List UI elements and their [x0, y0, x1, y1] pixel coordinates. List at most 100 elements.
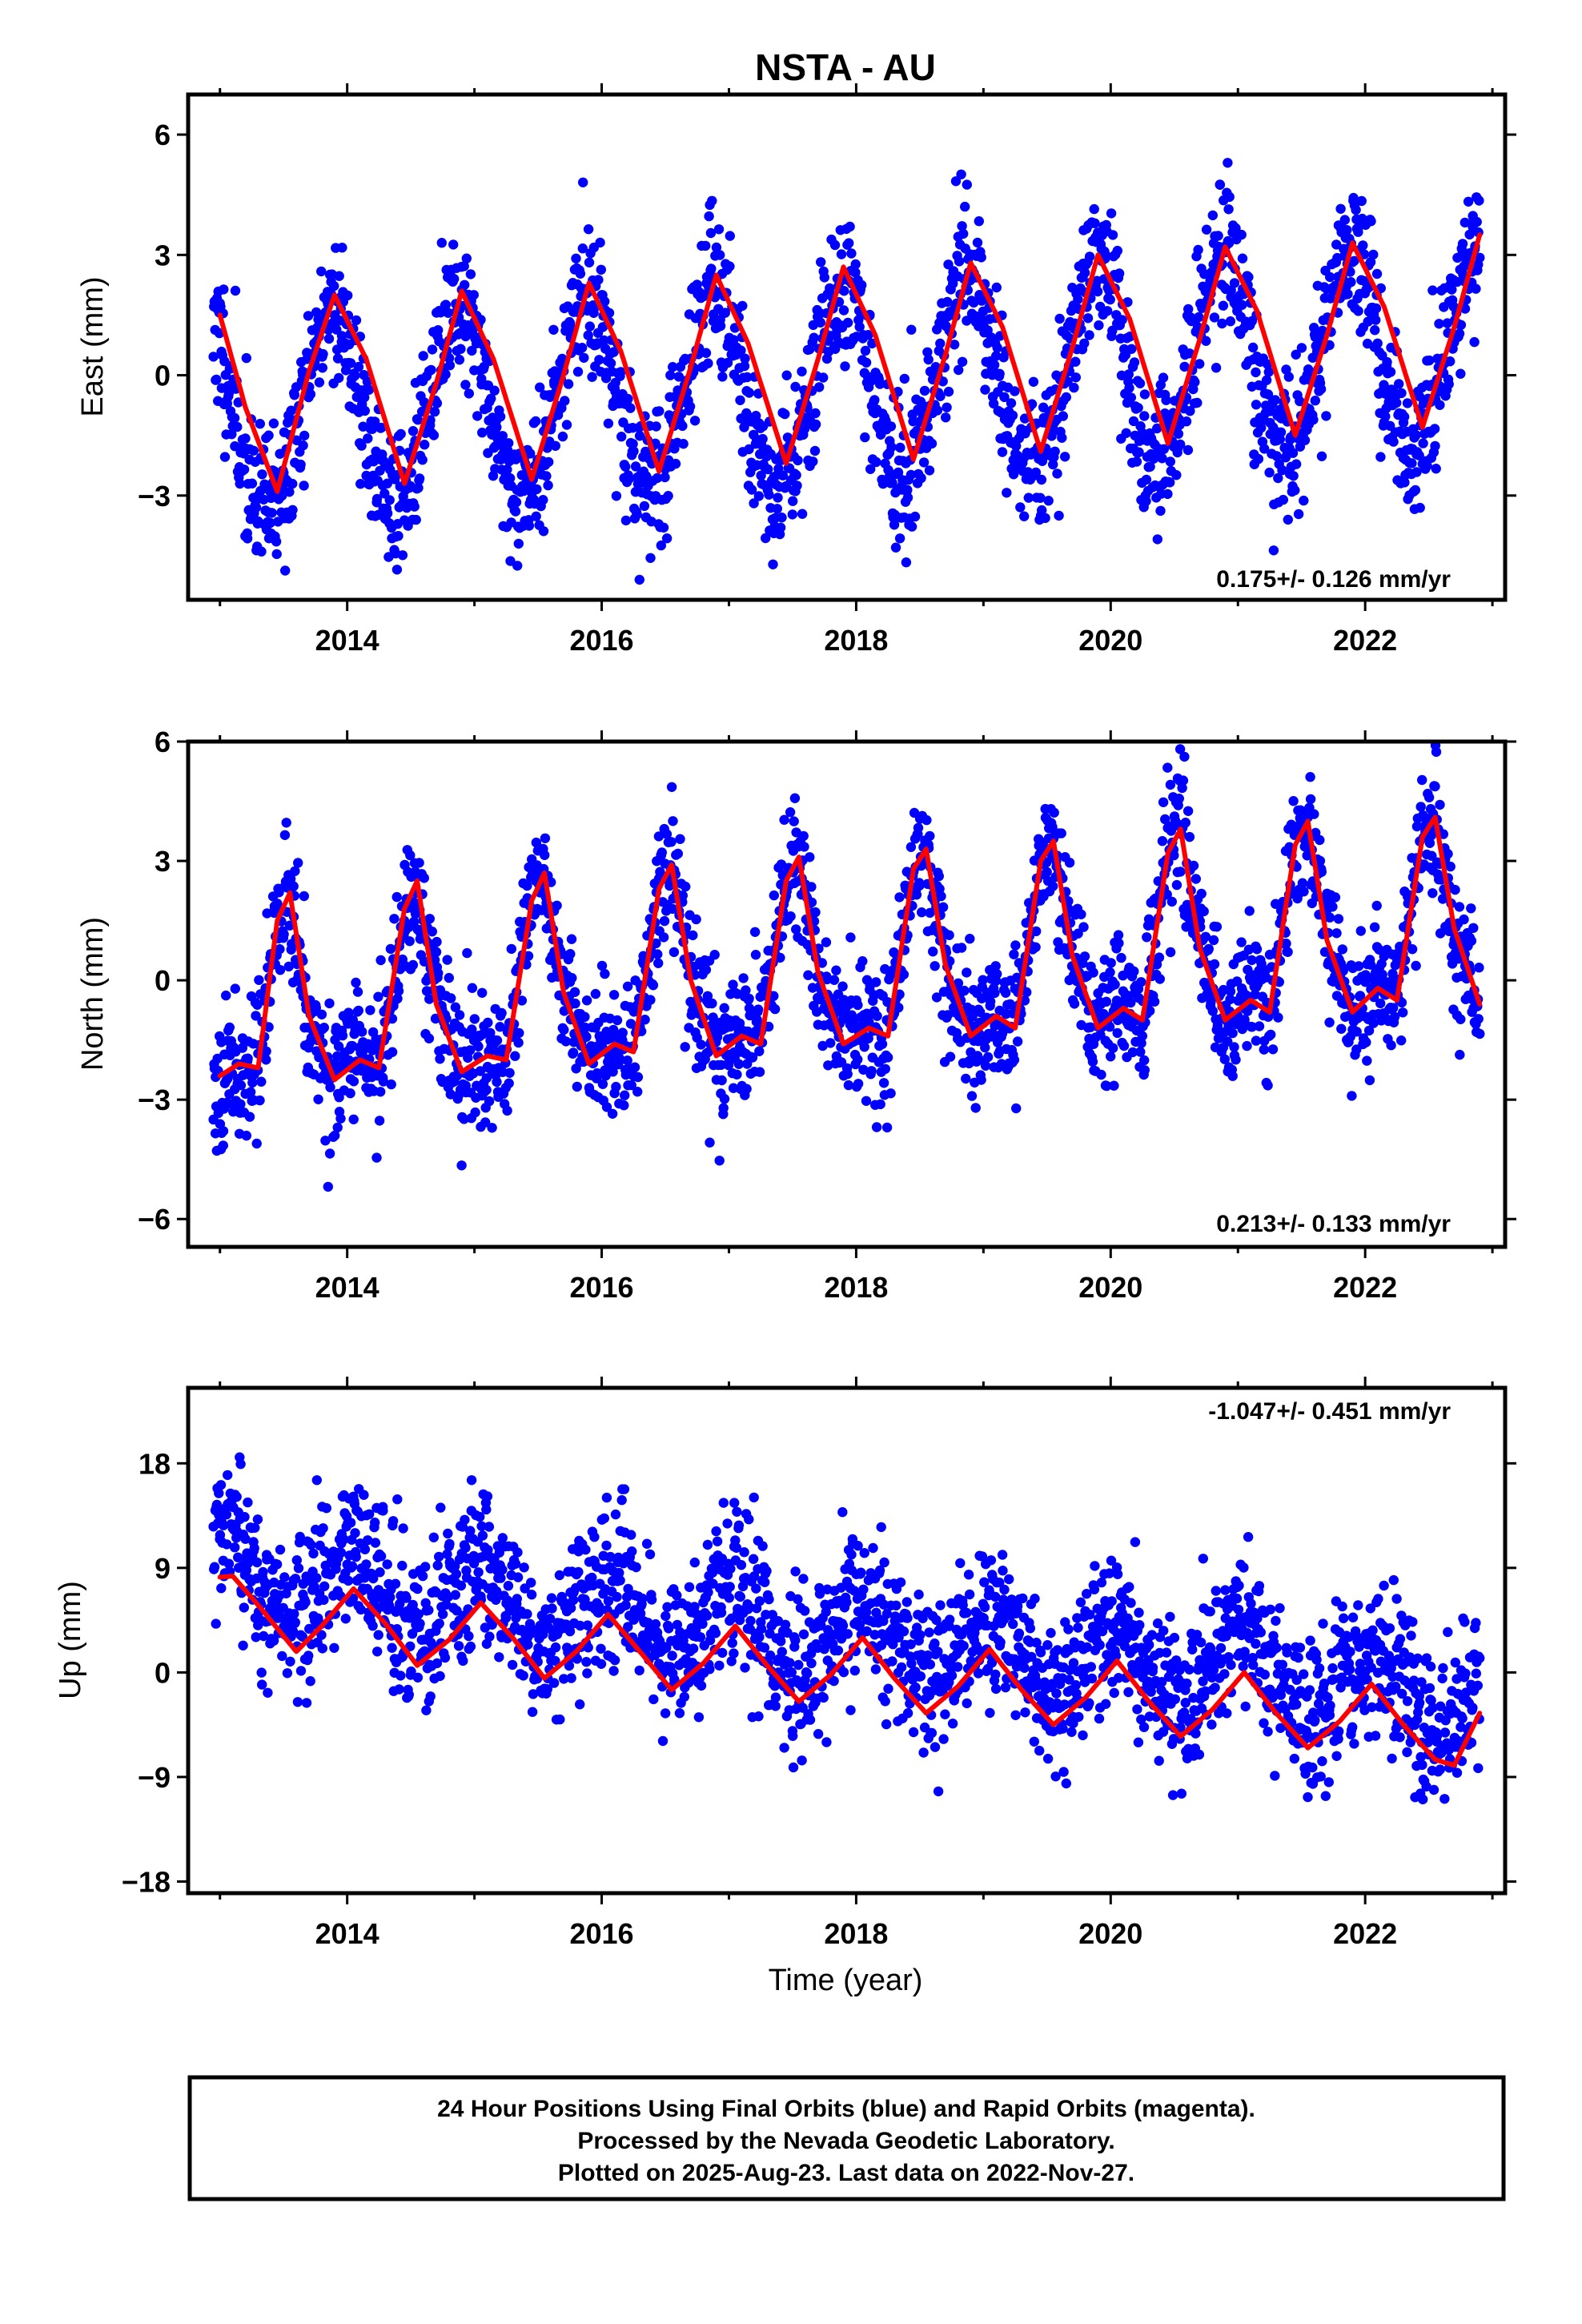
east-data-point: [1447, 284, 1457, 295]
east-points: [208, 158, 1485, 585]
east-data-point: [850, 259, 861, 270]
east-data-point: [427, 344, 438, 355]
east-data-point: [1019, 511, 1030, 521]
east-data-point: [976, 252, 986, 263]
north-data-point: [1069, 999, 1080, 1009]
up-data-point: [256, 1667, 267, 1678]
north-data-point: [1364, 1075, 1375, 1086]
north-data-point: [1101, 996, 1112, 1007]
east-data-point: [658, 522, 669, 533]
north-data-point: [279, 929, 289, 939]
east-data-point: [363, 433, 373, 444]
east-data-point: [600, 296, 610, 307]
east-data-point: [1365, 257, 1376, 267]
north-data-point: [1365, 959, 1376, 970]
east-data-point: [397, 550, 408, 561]
north-data-point: [885, 1088, 896, 1099]
north-data-point: [567, 973, 577, 983]
north-data-point: [263, 1022, 274, 1032]
east-data-point: [459, 261, 469, 271]
east-data-point: [248, 445, 259, 456]
east-data-point: [1469, 336, 1480, 348]
east-data-point: [230, 285, 241, 296]
east-data-point: [645, 553, 656, 563]
east-data-point: [408, 426, 419, 436]
north-data-point: [393, 986, 404, 996]
east-data-point: [1317, 325, 1328, 336]
east-data-point: [980, 384, 990, 395]
east-data-point: [1321, 411, 1331, 421]
up-data-point: [216, 1583, 227, 1594]
east-data-point: [1278, 409, 1288, 420]
east-data-point: [358, 421, 368, 432]
east-data-point: [1036, 474, 1047, 485]
east-data-point: [1391, 397, 1402, 408]
east-data-point: [877, 478, 889, 489]
east-data-point: [611, 491, 622, 501]
north-data-point: [608, 990, 620, 1000]
east-data-point: [703, 358, 713, 368]
north-data-point: [504, 1078, 514, 1088]
north-data-point: [389, 914, 400, 924]
east-data-point: [924, 465, 935, 476]
east-data-point: [299, 480, 309, 491]
north-data-point: [1113, 930, 1124, 940]
east-plot-frame: [186, 92, 1508, 602]
east-data-point: [1342, 225, 1352, 235]
east-data-point: [541, 471, 552, 481]
north-data-point: [789, 793, 801, 803]
east-data-point: [1107, 325, 1118, 336]
north-data-point: [1368, 1018, 1379, 1028]
up-data-point: [223, 1558, 235, 1569]
north-data-point: [1064, 858, 1075, 868]
north-data-point: [1009, 1055, 1020, 1065]
north-data-point: [464, 1045, 476, 1055]
north-data-point: [882, 1052, 893, 1063]
east-data-point: [1162, 489, 1173, 500]
east-data-point: [932, 405, 943, 416]
east-data-point: [316, 266, 327, 277]
east-data-point: [1475, 252, 1485, 263]
north-data-point: [1207, 1006, 1219, 1016]
north-data-point: [1309, 809, 1319, 819]
east-data-point: [456, 344, 466, 354]
north-data-point: [1108, 1043, 1118, 1053]
north-data-point: [1283, 947, 1293, 958]
east-data-point: [652, 472, 663, 484]
north-data-point: [1136, 977, 1146, 987]
north-data-point: [866, 1066, 877, 1076]
north-data-point: [861, 1096, 872, 1107]
north-xtick-label: 2022: [1333, 1271, 1397, 1304]
up-data-point: [235, 1459, 246, 1470]
east-data-point: [255, 419, 265, 429]
east-xtick-label: 2020: [1078, 624, 1142, 657]
north-data-point: [1305, 794, 1316, 805]
north-data-point: [1337, 944, 1348, 955]
east-data-point: [717, 372, 728, 382]
east-data-point: [711, 242, 722, 253]
east-data-point: [1456, 320, 1467, 330]
east-data-point: [1379, 380, 1389, 390]
east-data-point: [628, 446, 639, 456]
east-xtick-label: 2014: [315, 624, 379, 657]
north-data-point: [620, 1090, 630, 1100]
east-data-point: [233, 397, 243, 408]
north-data-point: [1466, 903, 1476, 914]
north-data-point: [316, 1009, 327, 1020]
east-data-point: [1070, 356, 1081, 367]
north-data-point: [218, 1140, 228, 1151]
east-data-point: [1190, 376, 1200, 388]
east-data-point: [736, 345, 746, 356]
north-data-point: [992, 969, 1002, 979]
north-data-point: [666, 782, 677, 792]
east-data-point: [705, 227, 717, 239]
north-data-point: [1073, 928, 1083, 939]
north-data-point: [324, 1148, 335, 1159]
north-data-point: [569, 987, 580, 998]
east-data-point: [954, 256, 965, 267]
east-data-point: [1388, 436, 1399, 447]
east-data-point: [287, 478, 298, 489]
north-data-point: [1259, 1044, 1270, 1055]
north-data-point: [1351, 1027, 1362, 1037]
